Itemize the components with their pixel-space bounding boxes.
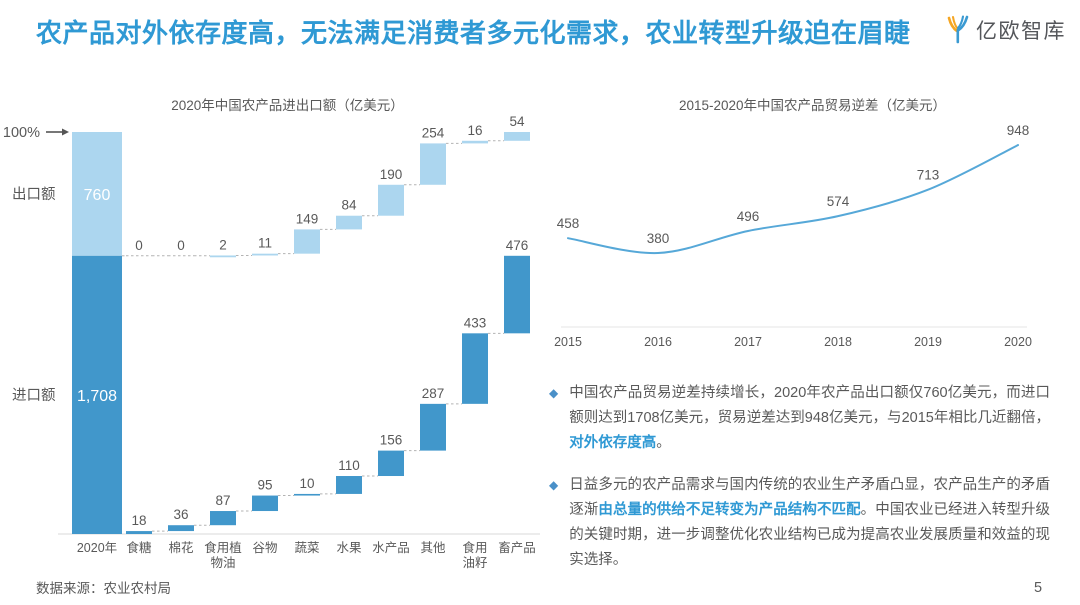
import-series-label: 进口额: [12, 387, 56, 404]
page-number: 5: [1034, 580, 1043, 596]
category-label: 2020年: [77, 541, 117, 555]
export-bar: [294, 229, 320, 254]
point-value-label: 713: [917, 168, 940, 183]
import-value-label: 87: [215, 493, 230, 508]
right-chart-title: 2015-2020年中国农产品贸易逆差（亿美元）: [678, 98, 947, 113]
export-bar: [504, 132, 530, 141]
export-value-label: 0: [177, 238, 185, 253]
import-value-label: 95: [257, 478, 272, 493]
export-total-bar: [72, 132, 122, 256]
export-value-label: 2: [219, 237, 227, 252]
year-tick-label: 2017: [734, 335, 762, 349]
import-bar: [336, 476, 362, 494]
export-bar: [420, 143, 446, 185]
export-value-label: 0: [135, 238, 143, 253]
body-text: 日益多元的农产品需求与国内传统的农业生产矛盾凸显，农产品生产的矛盾逐渐: [569, 477, 1050, 518]
year-tick-label: 2015: [554, 335, 582, 349]
highlighted-text: 由总量的供给不足转变为产品结构不匹配: [598, 502, 861, 518]
page-title: 农产品对外依存度高，无法满足消费者多元化需求，农业转型升级迫在眉睫: [36, 18, 911, 48]
source-note: 数据来源：农业农村局: [36, 581, 171, 596]
category-label: 食糖: [126, 540, 152, 555]
import-value-label: 433: [464, 315, 487, 330]
export-bar: [462, 140, 488, 144]
logo-text: 亿欧智库: [976, 20, 1066, 43]
import-value-label: 287: [422, 386, 445, 401]
export-bar: [378, 184, 404, 216]
category-label: 水果: [336, 541, 362, 555]
import-bar: [420, 403, 446, 451]
category-label: 水产品: [372, 541, 410, 555]
import-value-label: 476: [506, 238, 529, 253]
category-label: 蔬菜: [294, 541, 320, 555]
export-series-label: 出口额: [12, 186, 56, 203]
import-bar: [504, 255, 530, 334]
import-total-value: 1,708: [77, 388, 117, 405]
line-chart: 2015 2016 2017 2018 2019 2020 458 380 496 574 713 9…: [554, 123, 1032, 349]
body-text: 中国农产品贸易逆差持续增长，2020年农产品出口额仅760亿美元，而进口额则达到…: [569, 385, 1050, 426]
import-bar: [378, 450, 404, 477]
export-value-label: 84: [341, 198, 357, 213]
bullet-list: ◆ 中国农产品贸易逆差持续增长，2020年农产品出口额仅760亿美元，而进口额则达…: [549, 381, 1050, 590]
category-label: 畜产品: [498, 540, 536, 555]
year-tick-label: 2016: [644, 335, 672, 349]
export-value-label: 190: [380, 167, 403, 182]
hundred-percent-label: 100%: [3, 125, 40, 141]
waterfall-chart: 760 1,708 18 0 36 0 87 2 95 11 10 149 110 84 156 190 287…: [3, 114, 540, 570]
diamond-icon: ◆: [549, 478, 559, 492]
import-bar: [210, 511, 236, 526]
bullet-item: ◆ 日益多元的农产品需求与国内传统的农业生产矛盾凸显，农产品生产的矛盾逐渐由总量的…: [549, 473, 1050, 573]
diamond-icon: ◆: [549, 386, 559, 400]
export-value-label: 54: [509, 114, 525, 129]
arrow-head-icon: [62, 128, 69, 136]
bullet-text: 中国农产品贸易逆差持续增长，2020年农产品出口额仅760亿美元，而进口额则达到…: [569, 381, 1050, 456]
category-label: 食用油籽: [462, 540, 487, 570]
import-bar: [168, 525, 194, 532]
import-value-label: 18: [131, 513, 146, 528]
bullet-item: ◆ 中国农产品贸易逆差持续增长，2020年农产品出口额仅760亿美元，而进口额则达…: [549, 381, 1050, 456]
point-value-label: 574: [827, 194, 850, 209]
export-value-label: 16: [467, 123, 482, 138]
import-value-label: 10: [299, 476, 314, 491]
year-tick-label: 2019: [914, 335, 942, 349]
left-chart-title: 2020年中国农产品进出口额（亿美元）: [171, 98, 404, 113]
logo: 亿欧智库: [943, 15, 1066, 45]
point-value-label: 458: [557, 216, 580, 231]
export-bar: [210, 255, 236, 258]
category-label: 其他: [420, 541, 446, 555]
import-bar: [126, 531, 152, 534]
body-text: 。: [656, 435, 671, 451]
import-value-label: 110: [338, 458, 360, 473]
highlighted-text: 对外依存度高: [569, 435, 657, 451]
deficit-line: [567, 144, 1019, 255]
category-label: 谷物: [252, 541, 277, 555]
export-total-value: 760: [84, 187, 111, 204]
point-value-label: 948: [1007, 123, 1030, 138]
category-label: 食用植物油: [204, 540, 242, 570]
category-label: 棉花: [168, 540, 193, 555]
import-value-label: 36: [173, 507, 188, 522]
point-value-label: 496: [737, 209, 760, 224]
point-value-label: 380: [647, 231, 670, 246]
year-tick-label: 2020: [1004, 335, 1032, 349]
import-value-label: 156: [380, 433, 403, 448]
bullet-text: 日益多元的农产品需求与国内传统的农业生产矛盾凸显，农产品生产的矛盾逐渐由总量的供…: [569, 473, 1050, 573]
export-value-label: 254: [422, 125, 445, 140]
export-bar: [336, 215, 362, 230]
body-text: 。中国农业已经进入转型升级的关键时期，进一步调整优化农业结构已成为提高农业发展质…: [569, 502, 1051, 568]
export-value-label: 11: [258, 236, 272, 251]
export-bar: [252, 253, 278, 256]
export-value-label: 149: [296, 211, 319, 226]
import-total-bar: [72, 255, 122, 534]
import-bar: [462, 333, 488, 404]
year-tick-label: 2018: [824, 335, 852, 349]
import-bar: [252, 495, 278, 512]
logo-icon: [947, 15, 969, 44]
import-bar: [294, 493, 320, 496]
